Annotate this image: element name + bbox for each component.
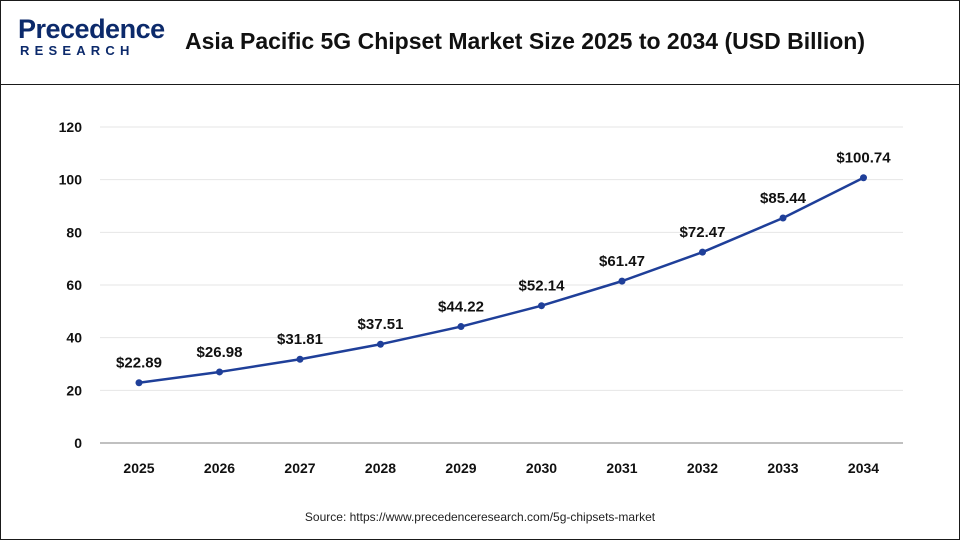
data-label: $61.47 bbox=[599, 253, 645, 270]
y-tick-label: 20 bbox=[66, 382, 82, 398]
x-tick-label: 2029 bbox=[445, 460, 476, 476]
x-tick-label: 2030 bbox=[526, 460, 557, 476]
data-label: $22.89 bbox=[116, 355, 162, 372]
data-point bbox=[135, 379, 143, 387]
x-tick-label: 2027 bbox=[284, 460, 315, 476]
data-point bbox=[216, 368, 223, 376]
y-tick-label: 80 bbox=[66, 224, 82, 240]
data-label: $72.47 bbox=[680, 224, 726, 241]
x-tick-label: 2026 bbox=[204, 460, 235, 476]
data-point bbox=[779, 214, 787, 222]
data-label: $44.22 bbox=[438, 299, 484, 316]
x-tick-label: 2032 bbox=[687, 460, 718, 476]
logo-wordmark: Precedence bbox=[18, 14, 165, 44]
header-divider bbox=[0, 84, 960, 85]
y-tick-label: 40 bbox=[66, 330, 82, 346]
data-point bbox=[296, 355, 304, 363]
brand-logo: Precedence RESEARCH bbox=[18, 14, 165, 64]
x-tick-label: 2025 bbox=[123, 460, 154, 476]
data-label: $37.51 bbox=[358, 316, 404, 333]
source-note: Source: https://www.precedenceresearch.c… bbox=[304, 510, 656, 524]
y-tick-label: 120 bbox=[59, 119, 83, 135]
y-tick-label: 100 bbox=[59, 172, 83, 188]
x-tick-label: 2033 bbox=[767, 460, 798, 476]
data-label: $31.81 bbox=[277, 331, 323, 348]
data-label: $100.74 bbox=[836, 150, 891, 167]
data-label: $52.14 bbox=[519, 278, 566, 295]
data-point bbox=[699, 248, 706, 256]
y-tick-label: 0 bbox=[74, 435, 82, 451]
data-point bbox=[860, 174, 867, 182]
data-label: $85.44 bbox=[760, 190, 807, 207]
y-tick-label: 60 bbox=[66, 277, 82, 293]
x-tick-label: 2034 bbox=[848, 460, 879, 476]
series-line bbox=[138, 176, 865, 384]
data-point bbox=[377, 340, 384, 348]
header: Precedence RESEARCH Asia Pacific 5G Chip… bbox=[0, 0, 960, 72]
x-tick-label: 2028 bbox=[365, 460, 396, 476]
data-point bbox=[538, 302, 545, 310]
x-tick-label: 2031 bbox=[606, 460, 637, 476]
chart-area: 0 20 40 60 80 100 120 2025 2026 2027 2028 2029 2030 2… bbox=[0, 85, 960, 505]
chart-title: Asia Pacific 5G Chipset Market Size 2025… bbox=[185, 28, 866, 54]
line-chart: 0 20 40 60 80 100 120 2025 2026 2027 2028 2029 2030 2… bbox=[59, 119, 903, 476]
data-point bbox=[457, 323, 465, 331]
logo-subtitle: RESEARCH bbox=[20, 43, 135, 58]
data-point bbox=[618, 277, 626, 285]
data-label: $26.98 bbox=[197, 344, 243, 361]
